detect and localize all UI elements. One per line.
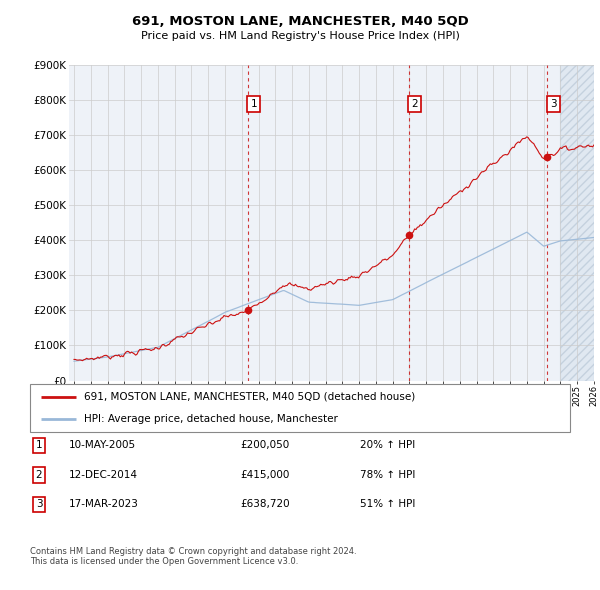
Text: 1: 1 — [250, 99, 257, 109]
Text: £200,050: £200,050 — [240, 441, 289, 450]
Text: 691, MOSTON LANE, MANCHESTER, M40 5QD: 691, MOSTON LANE, MANCHESTER, M40 5QD — [131, 15, 469, 28]
Text: 17-MAR-2023: 17-MAR-2023 — [69, 500, 139, 509]
Text: 2: 2 — [411, 99, 418, 109]
Text: 10-MAY-2005: 10-MAY-2005 — [69, 441, 136, 450]
Text: 78% ↑ HPI: 78% ↑ HPI — [360, 470, 415, 480]
Text: Contains HM Land Registry data © Crown copyright and database right 2024.: Contains HM Land Registry data © Crown c… — [30, 547, 356, 556]
Text: 12-DEC-2014: 12-DEC-2014 — [69, 470, 138, 480]
Text: £638,720: £638,720 — [240, 500, 290, 509]
Text: 2: 2 — [35, 470, 43, 480]
Text: Price paid vs. HM Land Registry's House Price Index (HPI): Price paid vs. HM Land Registry's House … — [140, 31, 460, 41]
Text: 3: 3 — [550, 99, 556, 109]
Text: 691, MOSTON LANE, MANCHESTER, M40 5QD (detached house): 691, MOSTON LANE, MANCHESTER, M40 5QD (d… — [84, 392, 415, 402]
Text: 1: 1 — [35, 441, 43, 450]
Text: 3: 3 — [35, 500, 43, 509]
Text: 51% ↑ HPI: 51% ↑ HPI — [360, 500, 415, 509]
Text: £415,000: £415,000 — [240, 470, 289, 480]
Text: This data is licensed under the Open Government Licence v3.0.: This data is licensed under the Open Gov… — [30, 558, 298, 566]
Bar — [560, 65, 594, 381]
Text: 20% ↑ HPI: 20% ↑ HPI — [360, 441, 415, 450]
Bar — [560, 65, 594, 381]
Text: HPI: Average price, detached house, Manchester: HPI: Average price, detached house, Manc… — [84, 414, 338, 424]
FancyBboxPatch shape — [30, 384, 570, 432]
